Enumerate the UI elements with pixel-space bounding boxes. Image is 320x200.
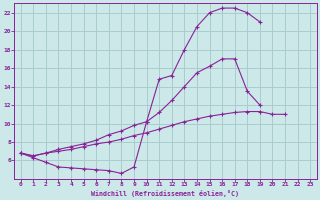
X-axis label: Windchill (Refroidissement éolien,°C): Windchill (Refroidissement éolien,°C): [92, 190, 239, 197]
